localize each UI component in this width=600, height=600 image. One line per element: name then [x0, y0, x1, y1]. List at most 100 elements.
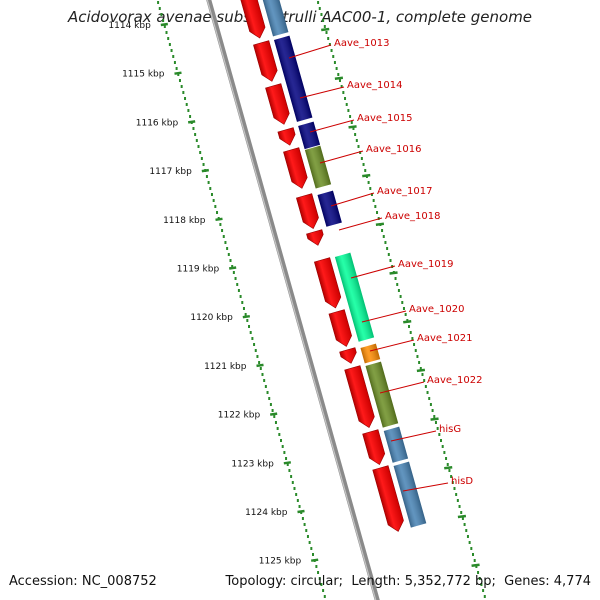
scale-track-dot [200, 157, 203, 160]
cds-arrow [344, 365, 375, 428]
outer-track-dot [337, 73, 340, 76]
scale-track-dot [162, 19, 165, 22]
outer-track-dot [399, 295, 402, 298]
scale-track-dot [242, 307, 245, 310]
scale-track-dot [301, 517, 304, 520]
scale-track-dot [276, 427, 279, 430]
scale-track-dot [263, 379, 266, 382]
cds-arrow [296, 193, 319, 230]
scale-tick-label: 1120 kbp [190, 313, 233, 323]
outer-major-tick [362, 173, 371, 178]
scale-track-dot [227, 253, 230, 256]
outer-major-tick [321, 27, 330, 32]
outer-major-tick [389, 271, 398, 275]
outer-track-dot [473, 559, 476, 562]
scale-track-dot [177, 73, 180, 76]
outer-track-dot [423, 379, 426, 382]
accession-label: Accession: [9, 574, 78, 589]
outer-track-dot [438, 433, 441, 436]
outer-major-tick [334, 76, 344, 80]
outer-track-dot [322, 19, 325, 22]
scale-track-dot [320, 583, 323, 586]
outer-track-dot [335, 67, 338, 70]
outer-track-dot [461, 517, 464, 520]
outer-track-dot [320, 13, 323, 16]
outer-track-dot [436, 427, 439, 430]
outer-track-dot [426, 391, 429, 394]
gene-leader-line [350, 265, 396, 279]
cds-arrow [265, 83, 290, 125]
scale-track-dot [197, 145, 200, 148]
outer-track-dot [441, 445, 444, 448]
scale-track-dot [234, 277, 237, 280]
scale-track-dot [286, 463, 289, 466]
scale-track-dot [264, 385, 267, 388]
outer-track-dot [424, 385, 427, 388]
scale-track-dot [178, 79, 181, 82]
scale-track-dot [209, 187, 212, 190]
scale-major-tick [297, 509, 305, 514]
scale-tick-track [157, 1, 326, 598]
cds-arrow [283, 147, 308, 189]
outer-track-dot [445, 457, 448, 460]
scale-track-dot [280, 439, 283, 442]
gene-leader-line [369, 339, 415, 352]
outer-track-dot [404, 313, 407, 316]
scale-track-dot [216, 211, 219, 214]
gene-label: Aave_1015 [357, 113, 413, 124]
gene-labels: Aave_1013 Aave_1014 Aave_1015 Aave_1016 Aave… [288, 38, 483, 492]
cds-arrow [339, 347, 357, 364]
scale-track-dot [261, 373, 264, 376]
gene-leader-line [390, 430, 437, 442]
scale-track-dot [308, 541, 311, 544]
scale-track-dot [312, 553, 315, 556]
outer-track-dot [340, 85, 343, 88]
outer-track-dot [381, 229, 384, 232]
scale-track-dot [251, 337, 254, 340]
scale-track-dot [273, 415, 276, 418]
scale-track-dot [248, 325, 251, 328]
scale-track-dot [290, 475, 293, 478]
outer-track-dot [338, 79, 341, 82]
outer-track-dot [360, 157, 363, 160]
scale-track-dot [268, 397, 271, 400]
genome-backbone [206, 0, 380, 600]
gene-label: Aave_1018 [385, 211, 441, 222]
outer-track-dot [389, 259, 392, 262]
outer-track-dot [323, 25, 326, 28]
cds-arrow [277, 127, 296, 146]
outer-track-dot [349, 115, 352, 118]
outer-track-dot [483, 595, 486, 598]
outer-track-dot [372, 199, 375, 202]
scale-track-dot [168, 43, 171, 46]
outer-track-dot [376, 211, 379, 214]
outer-track-dot [450, 475, 453, 478]
cog-bar [261, 0, 289, 37]
cds-arrow [372, 465, 404, 532]
outer-track-dot [370, 193, 373, 196]
outer-track-dot [325, 31, 328, 34]
scale-track-dot [241, 301, 244, 304]
outer-track-dot [477, 571, 480, 574]
scale-track-dot [180, 85, 183, 88]
outer-track-dot [357, 145, 360, 148]
scale-track-dot [281, 445, 284, 448]
outer-track-dot [354, 133, 357, 136]
scale-tick-label: 1124 kbp [245, 508, 288, 518]
cds-track [238, 0, 404, 532]
gene-label: Aave_1020 [409, 304, 465, 315]
scale-track-dot [317, 571, 320, 574]
gene-label: Aave_1013 [334, 38, 390, 49]
scale-track-dot [318, 577, 321, 580]
scale-track-dot [239, 295, 242, 298]
gene-label: hisD [451, 476, 473, 487]
scale-track-dot [173, 61, 176, 64]
outer-track-dot [318, 7, 321, 10]
outer-track-dot [460, 511, 463, 514]
scale-tick-label: 1125 kbp [259, 557, 302, 567]
gene-label: Aave_1021 [417, 333, 473, 344]
outer-track-dot [369, 187, 372, 190]
outer-track-dot [327, 37, 330, 40]
scale-major-tick [160, 22, 168, 27]
scale-track-dot [229, 259, 232, 262]
